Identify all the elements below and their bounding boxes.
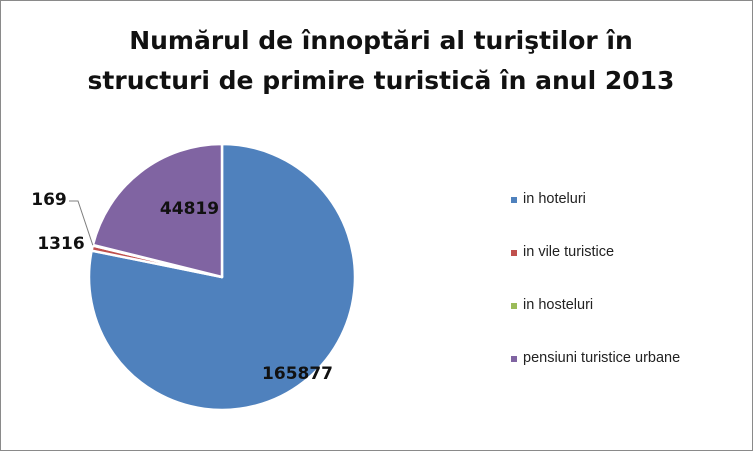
pie-slice-in-hoteluri xyxy=(87,142,357,412)
legend-label-pensiuni-turistice-urbane: pensiuni turistice urbane xyxy=(523,350,681,366)
legend-label-hosteluri: in hosteluri xyxy=(523,297,594,313)
legend-item-pensiuni-turistice-urbane: pensiuni turistice urbane xyxy=(511,350,751,403)
data-label-in-hoteluri: 165877 xyxy=(262,364,333,384)
chart-title-line-2: structuri de primire turistică în anul 2… xyxy=(87,66,675,95)
legend-swatch-vile-turistice xyxy=(511,250,517,256)
legend-swatch-pensiuni-turistice-urbane xyxy=(511,356,517,362)
chart-title: Numărul de înnoptări al turiştilor în st… xyxy=(61,21,701,101)
data-label-in-hosteluri: 169 xyxy=(31,190,67,210)
leader-line-in-hosteluri xyxy=(69,200,94,246)
legend-item-hosteluri: in hosteluri xyxy=(511,297,751,350)
legend-label-vile-turistice: in vile turistice xyxy=(523,244,615,260)
legend: in hoteluri in vile turistice in hostelu… xyxy=(511,191,751,403)
data-label-pensiuni-turistice-urbane: 44819 xyxy=(160,199,219,219)
legend-swatch-hoteluri xyxy=(511,197,517,203)
legend-item-hoteluri: in hoteluri xyxy=(511,191,751,244)
chart-title-line-1: Numărul de înnoptări al turiştilor în xyxy=(129,26,633,55)
legend-label-hoteluri: in hoteluri xyxy=(523,191,586,207)
legend-swatch-hosteluri xyxy=(511,303,517,309)
data-label-in-vile-turistice: 1316 xyxy=(37,234,84,254)
legend-item-vile-turistice: in vile turistice xyxy=(511,244,751,297)
pie-slice-pensiuni-turistice-urbane xyxy=(91,142,224,279)
